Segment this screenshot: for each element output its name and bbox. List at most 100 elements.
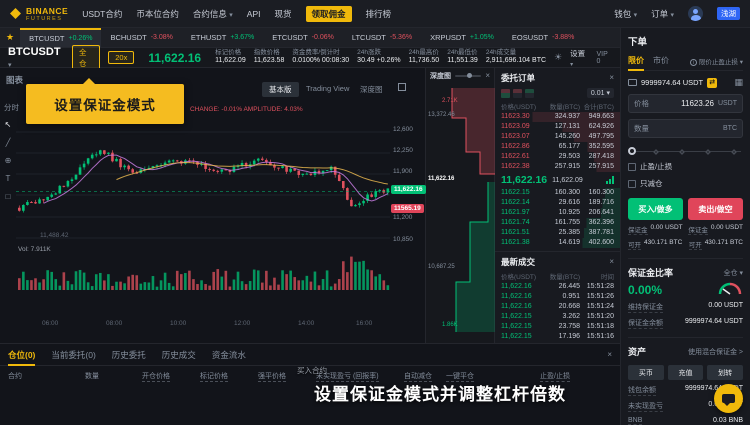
tab-market[interactable]: 市价 [653, 56, 669, 65]
depth-panel-title: 深度图 [430, 73, 451, 80]
ticker-btcusdt[interactable]: BTCUSDT +0.26% [20, 28, 102, 47]
ticker-bchusdt[interactable]: BCHUSDT -3.08% [110, 33, 173, 42]
ticker-ltcusdt[interactable]: LTCUSDT -5.36% [351, 33, 413, 42]
tab-order-history[interactable]: 历史委托 [111, 350, 146, 360]
chart-tab-basic[interactable]: 基本版 [262, 82, 299, 97]
tab-trade-history[interactable]: 历史成交 [161, 350, 196, 360]
text-tool-icon[interactable]: T [5, 174, 11, 183]
axis-label: 12,250 [393, 147, 413, 154]
tpsl-checkbox[interactable]: 止盈/止损 [628, 161, 743, 172]
depth-zoom-slider[interactable] [455, 73, 482, 78]
sell-short-button[interactable]: 卖出/做空 [688, 198, 743, 220]
nav-leaderboard[interactable]: 排行榜 [365, 8, 392, 19]
bid-row[interactable]: 11622.15 160.300 160.300 [495, 188, 620, 198]
ask-row[interactable]: 11622.61 29.503 287.418 [495, 152, 620, 162]
depth-chart[interactable] [426, 82, 496, 340]
ticker-xrpusdt[interactable]: XRPUSDT +1.05% [430, 33, 494, 42]
ask-row[interactable]: 11622.38 257.915 257.915 [495, 162, 620, 172]
transfer-icon[interactable]: ⇄ [707, 77, 718, 88]
depth-ask-total: 2.71K [442, 98, 458, 104]
chart-tab-depth[interactable]: 深度图 [360, 85, 383, 94]
nav-api[interactable]: API [246, 8, 261, 19]
col-contract: 合约 [8, 373, 22, 380]
margin-mode-badge[interactable]: 全仓 [72, 44, 101, 71]
maint-margin-row: 维持保证金 0.00 USDT [628, 302, 743, 313]
bid-row[interactable]: 11621.74 161.755 362.396 [495, 218, 620, 228]
shape-tool-icon[interactable]: □ [5, 192, 11, 201]
settings-menu[interactable]: 设置 ▾ [570, 48, 586, 68]
candlestick-chart[interactable] [16, 112, 390, 294]
precision-dropdown[interactable]: 0.01 ▾ [586, 88, 614, 98]
interval-selector[interactable]: 分时 [4, 103, 19, 112]
col-close-all: 一键平仓 [446, 373, 474, 382]
tab-stop-limit[interactable]: i 限价止盈止损 ▾ [690, 56, 743, 66]
nav-contract-info[interactable]: 合约信息 ▾ [192, 8, 233, 19]
amount-input[interactable]: 数量 BTC [628, 119, 743, 138]
ask-row[interactable]: 11623.30 324.937 949.663 [495, 112, 620, 122]
brightness-icon[interactable]: ☀ [554, 52, 563, 62]
user-avatar-icon[interactable] [688, 6, 703, 21]
nav-wallet[interactable]: 钱包 ▾ [614, 8, 638, 19]
book-layout-asks-icon[interactable] [513, 88, 522, 98]
orderbook-mid-row[interactable]: 11,622.16 11,622.09 [495, 172, 620, 188]
bid-row[interactable]: 11621.97 10.925 206.641 [495, 208, 620, 218]
calculator-icon[interactable]: ▦ [734, 77, 743, 87]
chart-tab-tradingview[interactable]: Trading View [306, 84, 350, 93]
nav-usdt-futures[interactable]: USDT合约 [82, 8, 123, 19]
chat-icon [722, 394, 735, 406]
subtitle-small: 买入合约 [297, 366, 327, 375]
ticker-etcusdt[interactable]: ETCUSDT -0.06% [272, 33, 334, 42]
quantity-slider[interactable] [628, 147, 743, 155]
col-pnl-roe: 未实现盈亏 (回报率) [316, 373, 379, 382]
nav-coin-futures[interactable]: 币本位合约 [136, 8, 179, 19]
close-icon[interactable]: × [607, 350, 612, 359]
transfer-button[interactable]: 划转 [707, 365, 744, 380]
tab-transaction-history[interactable]: 资金流水 [211, 350, 246, 360]
tab-open-orders[interactable]: 当前委托(0) [51, 350, 96, 360]
stat-mark-price: 标记价格 11,622.09 [215, 49, 246, 65]
nav-referral-bonus[interactable]: 领取佣金 [305, 5, 352, 22]
close-icon[interactable]: × [485, 71, 490, 80]
chevron-down-icon: ▾ [8, 61, 12, 69]
fullscreen-icon[interactable] [398, 83, 406, 91]
nav-orders[interactable]: 订单 ▾ [651, 8, 674, 19]
depth-bars-icon[interactable] [606, 176, 614, 184]
chevron-down-icon: ▾ [670, 11, 674, 19]
support-chat-button[interactable] [714, 384, 743, 413]
deposit-button[interactable]: 充值 [667, 365, 704, 380]
buy-crypto-button[interactable]: 买币 [628, 365, 664, 380]
ticker-strip: ★ BTCUSDT +0.26% BCHUSDT -3.08% ETHUSDT +3.… [0, 28, 620, 48]
ticker-ethusdt[interactable]: ETHUSDT +3.67% [190, 33, 255, 42]
tab-limit[interactable]: 限价 [628, 56, 644, 71]
close-icon[interactable]: × [609, 73, 614, 82]
ask-row[interactable]: 11622.86 65.177 352.595 [495, 142, 620, 152]
ask-row[interactable]: 11623.07 145.260 497.795 [495, 132, 620, 142]
book-layout-both-icon[interactable] [501, 88, 510, 98]
tab-positions[interactable]: 仓位(0) [8, 350, 36, 366]
slider-knob[interactable] [628, 147, 636, 155]
trendline-tool-icon[interactable]: ╱ [5, 138, 11, 147]
price-input[interactable]: 价格 11623.26 USDT [628, 94, 743, 113]
margin-mode-selector[interactable]: 全仓 ▾ [723, 269, 743, 277]
symbol-selector[interactable]: BTCUSDT ▾ [8, 45, 61, 69]
buy-long-button[interactable]: 买入/做多 [628, 198, 683, 220]
nav-spot[interactable]: 现货 [274, 8, 292, 19]
multi-assets-link[interactable]: 使用混合保证金 > [687, 348, 743, 356]
book-layout-bids-icon[interactable] [525, 88, 534, 98]
bid-row[interactable]: 11621.51 25.385 387.781 [495, 228, 620, 238]
close-icon[interactable]: × [609, 257, 614, 266]
bid-row[interactable]: 11621.38 14.619 402.600 [495, 238, 620, 248]
margin-ratio-title: 保证金比率 [628, 268, 674, 278]
bid-row[interactable]: 11622.14 29.616 189.716 [495, 198, 620, 208]
margin-mode-tooltip: 设置保证金模式 [26, 78, 184, 124]
orderbook-column: 委托订单 × 0.01 ▾ 价格(USDT) 数量(BTC) 合计(BTC) 116… [495, 68, 620, 343]
binance-logo[interactable]: BINANCE FUTURES [10, 6, 68, 22]
ticker-eosusdt[interactable]: EOSUSDT -3.88% [511, 33, 575, 42]
chevron-down-icon: ▾ [633, 11, 638, 19]
leverage-badge[interactable]: 20x [108, 51, 135, 64]
favorites-star-icon[interactable]: ★ [6, 32, 15, 42]
cursor-tool-icon[interactable]: ↖ [4, 120, 12, 129]
ask-row[interactable]: 11623.09 127.131 624.926 [495, 122, 620, 132]
fib-tool-icon[interactable]: ⊕ [4, 156, 12, 165]
reduce-only-checkbox[interactable]: 只减仓 [628, 178, 743, 189]
